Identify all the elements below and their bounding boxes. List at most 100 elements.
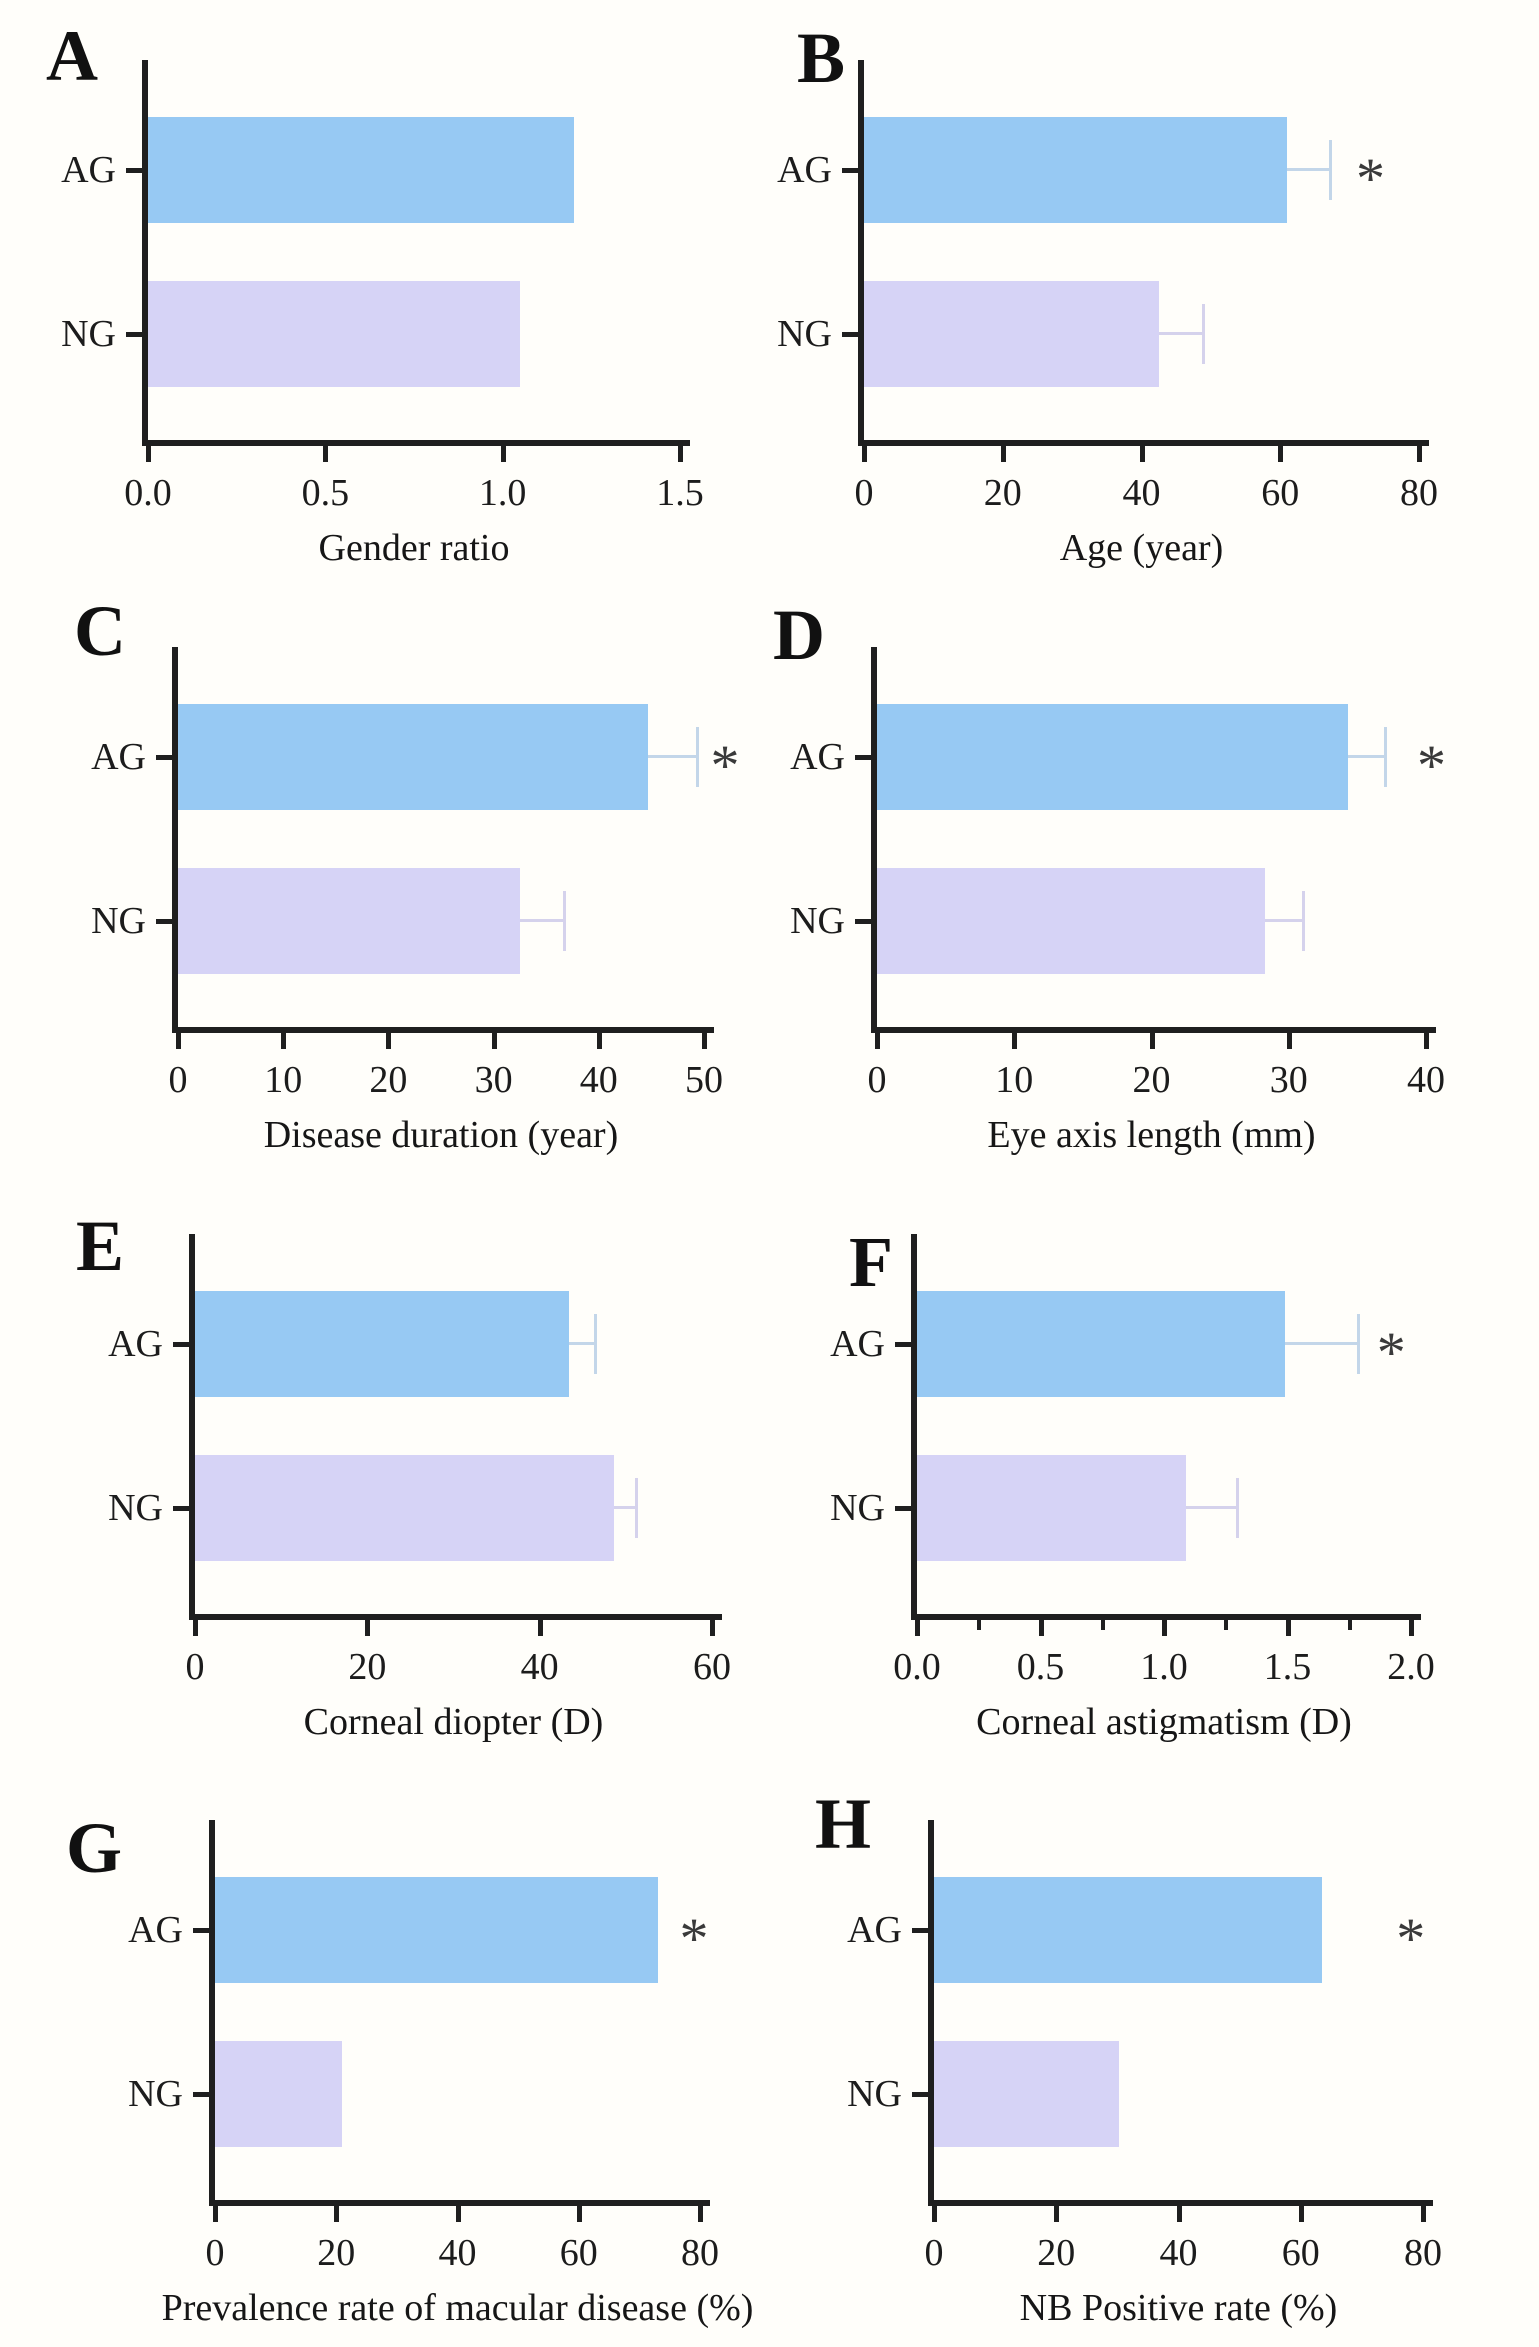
panel-g-bar-chart: AG NG 0 20 40 60 80 * bbox=[0, 1760, 769, 2347]
x-axis-minor-tick bbox=[1347, 1620, 1352, 1630]
bar-AG bbox=[864, 117, 1288, 223]
x-axis-tick bbox=[323, 446, 329, 462]
category-tick-NG bbox=[912, 2092, 928, 2097]
panel-b-bar-chart: AG NG 0 20 40 60 80 * bbox=[769, 0, 1539, 587]
panel-a-bar-chart: AG NG 0.0 0.5 1.0 1.5 bbox=[0, 0, 769, 587]
panel-c-label: C bbox=[74, 591, 126, 671]
error-bar-cap-NG bbox=[1236, 1478, 1240, 1538]
error-bar-NG bbox=[1265, 919, 1304, 922]
x-tick-label: 60 bbox=[1261, 472, 1300, 514]
panel-f: F AG NG 0.0 0.5 1.0 1.5 2.0 * Corneal astigmati… bbox=[769, 1174, 1539, 1760]
x-axis-tick bbox=[193, 1620, 198, 1636]
x-tick-label: 20 bbox=[1037, 2232, 1076, 2274]
significance-asterisk: * bbox=[679, 1906, 709, 1971]
x-axis-tick bbox=[386, 1033, 392, 1049]
bar-NG bbox=[917, 1455, 1187, 1561]
y-axis-line bbox=[209, 1820, 215, 2206]
x-tick-label: 1.0 bbox=[1140, 1646, 1188, 1688]
category-label-NG: NG bbox=[61, 313, 116, 355]
bar-AG bbox=[215, 1877, 658, 1983]
panel-d-x-axis-title: Eye axis length (mm) bbox=[987, 1114, 1316, 1156]
category-label-AG: AG bbox=[108, 1323, 163, 1365]
x-tick-label: 0 bbox=[854, 472, 874, 514]
x-tick-label: 40 bbox=[1122, 472, 1161, 514]
x-axis-line bbox=[858, 440, 1429, 446]
x-axis-tick bbox=[702, 1033, 707, 1049]
category-tick-AG bbox=[156, 755, 172, 760]
category-tick-AG bbox=[855, 755, 871, 760]
x-axis-tick bbox=[1285, 1620, 1291, 1636]
bar-AG bbox=[934, 1877, 1323, 1983]
x-axis-tick bbox=[698, 2206, 703, 2222]
x-axis-line bbox=[172, 1027, 714, 1033]
error-bar-cap-AG bbox=[1357, 1314, 1361, 1374]
panel-g-label: G bbox=[66, 1808, 123, 1888]
panel-a-label: A bbox=[46, 16, 98, 96]
category-label-AG: AG bbox=[777, 149, 832, 191]
x-axis-tick bbox=[1409, 1620, 1414, 1636]
x-axis-tick bbox=[1162, 1620, 1167, 1636]
bar-NG bbox=[934, 2041, 1119, 2147]
x-tick-label: 0.0 bbox=[124, 472, 172, 514]
category-tick-AG bbox=[173, 1342, 189, 1347]
category-tick-NG bbox=[842, 332, 858, 337]
bar-NG bbox=[877, 868, 1266, 974]
x-tick-label: 80 bbox=[1400, 472, 1438, 514]
error-bar-cap-NG bbox=[1301, 891, 1305, 951]
x-tick-label: 20 bbox=[348, 1646, 387, 1688]
category-tick-NG bbox=[173, 1506, 189, 1511]
panel-a-x-axis-title: Gender ratio bbox=[318, 527, 510, 569]
error-bar-AG bbox=[648, 755, 698, 758]
category-tick-AG bbox=[895, 1342, 911, 1347]
x-axis-line bbox=[209, 2200, 710, 2206]
panel-g: G AG NG 0 20 40 60 80 * Prevalence rate of macu… bbox=[0, 1760, 769, 2347]
error-bar-cap-NG bbox=[1201, 304, 1205, 364]
category-label-AG: AG bbox=[91, 736, 146, 778]
panel-f-bar-chart: AG NG 0.0 0.5 1.0 1.5 2.0 * bbox=[769, 1174, 1539, 1760]
x-tick-label: 40 bbox=[438, 2232, 477, 2274]
x-axis-tick bbox=[213, 2206, 218, 2222]
x-tick-label: 40 bbox=[1159, 2232, 1198, 2274]
category-tick-AG bbox=[126, 168, 142, 173]
panel-c-x-axis-title: Disease duration (year) bbox=[263, 1114, 619, 1156]
category-tick-AG bbox=[193, 1928, 209, 1933]
x-tick-label: 0.5 bbox=[1016, 1646, 1065, 1688]
x-tick-label: 10 bbox=[995, 1059, 1034, 1101]
bar-NG bbox=[148, 281, 521, 387]
x-tick-label: 60 bbox=[693, 1646, 731, 1688]
y-axis-line bbox=[911, 1234, 917, 1620]
x-axis-tick bbox=[1298, 2206, 1304, 2222]
x-tick-label: 20 bbox=[983, 472, 1022, 514]
x-axis-tick bbox=[932, 2206, 937, 2222]
x-axis-minor-tick bbox=[1224, 1620, 1229, 1630]
x-axis-tick bbox=[1054, 2206, 1060, 2222]
x-tick-label: 0 bbox=[867, 1059, 887, 1101]
y-axis-line bbox=[189, 1234, 195, 1620]
x-tick-label: 0 bbox=[185, 1646, 205, 1688]
error-bar-NG bbox=[613, 1506, 638, 1509]
x-tick-label: 40 bbox=[1407, 1059, 1445, 1101]
category-label-NG: NG bbox=[790, 900, 845, 942]
x-axis-tick bbox=[1278, 446, 1284, 462]
panel-d: D AG NG 0 10 20 30 40 * Eye axis length (mm) bbox=[769, 587, 1539, 1174]
panel-e: E AG NG 0 20 40 60 Corneal diopter (D) bbox=[0, 1174, 769, 1760]
panel-g-x-axis-title: Prevalence rate of macular disease (%) bbox=[161, 2287, 754, 2329]
x-tick-label: 30 bbox=[474, 1059, 513, 1101]
x-axis-tick bbox=[500, 446, 506, 462]
x-tick-label: 40 bbox=[579, 1059, 618, 1101]
category-tick-NG bbox=[156, 919, 172, 924]
x-axis-tick bbox=[1286, 1033, 1292, 1049]
significance-asterisk: * bbox=[1376, 1320, 1406, 1385]
x-tick-label: 0.0 bbox=[893, 1646, 941, 1688]
panel-b-x-axis-title: Age (year) bbox=[1059, 527, 1224, 569]
x-axis-tick bbox=[1149, 1033, 1155, 1049]
panel-c-bar-chart: AG NG 0 10 20 30 40 50 * bbox=[0, 587, 769, 1174]
bar-AG bbox=[917, 1291, 1286, 1397]
x-tick-label: 0 bbox=[205, 2232, 225, 2274]
category-label-AG: AG bbox=[61, 149, 116, 191]
panel-h: H AG NG 0 20 40 60 80 * NB Positive rate (%) bbox=[769, 1760, 1539, 2347]
panel-e-label: E bbox=[76, 1206, 125, 1286]
panel-d-bar-chart: AG NG 0 10 20 30 40 * bbox=[769, 587, 1539, 1174]
x-axis-tick bbox=[334, 2206, 340, 2222]
